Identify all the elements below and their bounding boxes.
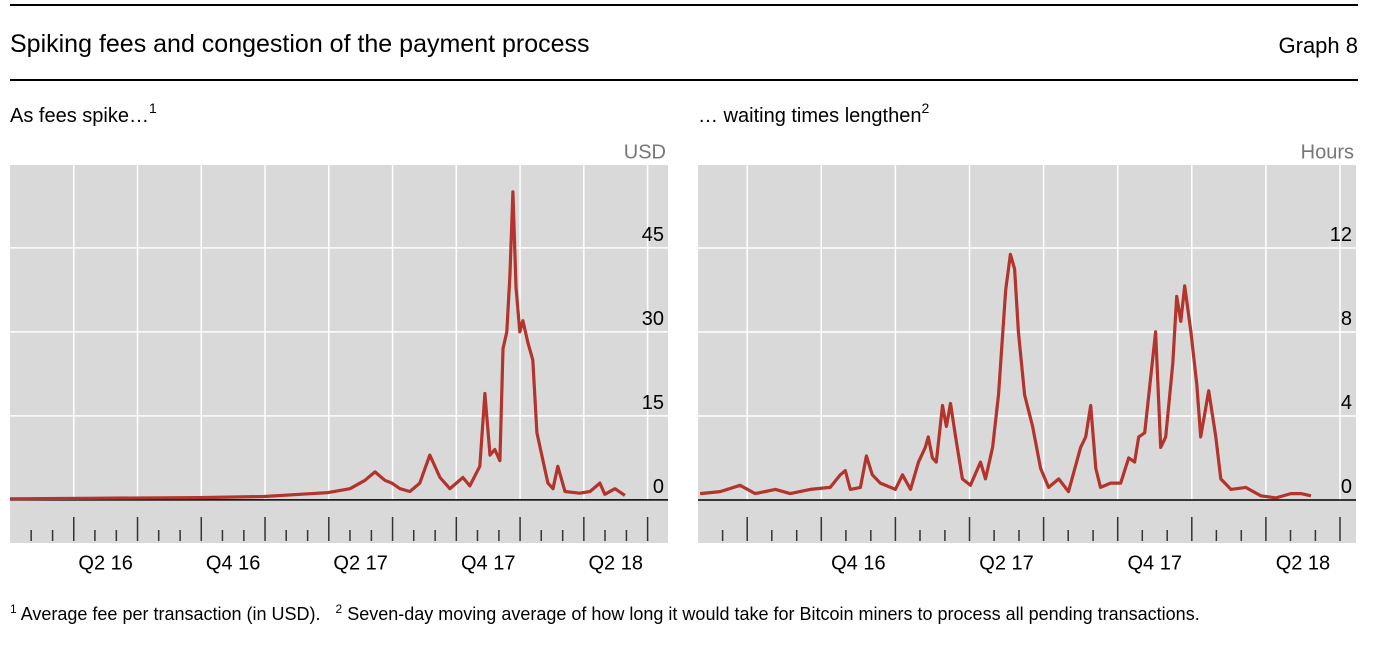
footnotes: 1 Average fee per transaction (in USD). … — [10, 596, 1358, 627]
footnote-marker: 1 — [10, 602, 17, 616]
x-tick-label: Q2 18 — [1276, 552, 1330, 574]
charts: As fees spike…1 USD 0 15 30 45 Q2 16 Q4 16 Q2 17… — [9, 100, 1356, 574]
plot-background — [10, 165, 668, 543]
y-tick-label: 45 — [642, 224, 664, 246]
x-tick-label: Q4 17 — [461, 552, 515, 574]
x-tick-label: Q2 17 — [979, 552, 1033, 574]
x-tick-label: Q2 17 — [333, 552, 387, 574]
y-tick-label: 8 — [1341, 308, 1352, 330]
chart-title-text: … waiting times lengthen — [698, 105, 921, 127]
x-tick-label: Q2 16 — [78, 552, 132, 574]
footnote-marker: 2 — [335, 602, 343, 616]
header-rule — [10, 79, 1358, 81]
chart-title: As fees spike…1 — [10, 100, 157, 128]
graph-number: Graph 8 — [1278, 33, 1359, 58]
x-tick-label: Q4 16 — [206, 552, 260, 574]
x-tick-label: Q4 17 — [1128, 552, 1182, 574]
y-tick-label: 0 — [1341, 476, 1352, 498]
y-axis-unit: USD — [624, 141, 666, 163]
chart-title-text: As fees spike… — [10, 105, 149, 127]
data-line — [9, 190, 626, 501]
chart-title-note: 1 — [149, 100, 157, 116]
chart-title: … waiting times lengthen2 — [698, 100, 929, 128]
y-axis-unit: Hours — [1301, 141, 1354, 163]
y-tick-label: 30 — [642, 308, 664, 330]
x-tick-label: Q4 16 — [831, 552, 885, 574]
x-tick-label: Q2 18 — [588, 552, 642, 574]
y-tick-label: 0 — [653, 476, 664, 498]
page-title: Spiking fees and congestion of the payme… — [10, 30, 590, 58]
y-tick-label: 4 — [1341, 392, 1352, 414]
y-tick-label: 15 — [642, 392, 664, 414]
data-line — [699, 252, 1312, 500]
y-tick-label: 12 — [1330, 224, 1352, 246]
top-rule — [10, 4, 1358, 6]
plot-background — [698, 165, 1356, 543]
footnote: Average fee per transaction (in USD). — [20, 604, 321, 624]
footnote: Seven-day moving average of how long it … — [347, 604, 1200, 624]
chart-title-note: 2 — [921, 100, 929, 116]
